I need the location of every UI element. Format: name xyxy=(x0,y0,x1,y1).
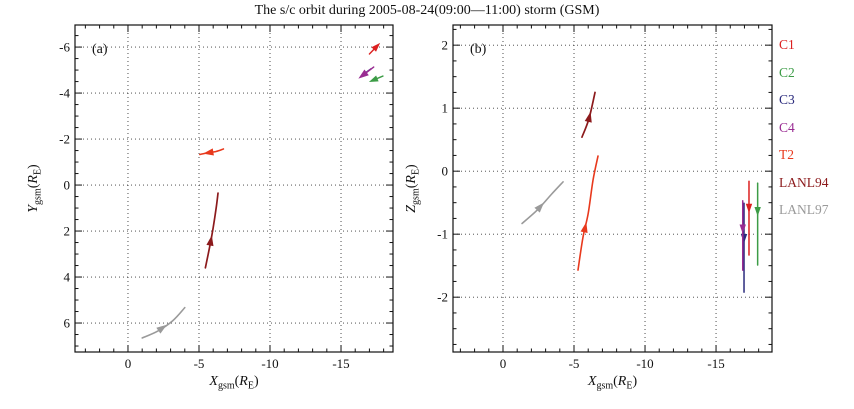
panel-b-ytick-label: -1 xyxy=(437,227,448,242)
panel-a-yaxis-label: Ygsm(RE) xyxy=(26,164,44,213)
panel-b-trace-lanl94 xyxy=(581,91,596,138)
panel-a-ytick-label: -4 xyxy=(59,86,70,101)
panel-a-xaxis-label: Xgsm(RE) xyxy=(208,374,259,392)
panel-b-xtick-label: 0 xyxy=(500,356,507,371)
panel-a-trace-t2-arrow xyxy=(203,148,214,156)
panel-a-trace-lanl94-arrow xyxy=(206,235,214,247)
figure-title: The s/c orbit during 2005-08-24(09:00—11… xyxy=(254,3,600,18)
panel-a-ytick-label: 0 xyxy=(64,178,71,193)
panel-a-border xyxy=(74,24,394,353)
panel-a-ytick-label: 6 xyxy=(64,316,71,331)
panel-b-trace-t2-arrow xyxy=(580,222,588,233)
panel-b-border xyxy=(452,24,773,353)
legend-item-lanl94: LANL94 xyxy=(779,174,829,190)
panel-a-grid xyxy=(75,25,393,352)
panel-b-ticks xyxy=(453,25,772,352)
panel-a-ytick-label: 2 xyxy=(64,224,71,239)
panel-b-trace-c3-arrow xyxy=(740,233,748,244)
panel-a-xtick-label: -15 xyxy=(332,356,349,371)
panel-b-trace-lanl94-arrow xyxy=(584,111,592,123)
legend-item-t2: T2 xyxy=(779,147,794,162)
panel-b-xtick-label: -10 xyxy=(636,356,653,371)
panel-b-ytick-label: 0 xyxy=(442,164,449,179)
panel-b-xtick-label: -5 xyxy=(569,356,580,371)
panel-a-xtick-label: 0 xyxy=(125,356,132,371)
legend-item-c3: C3 xyxy=(779,92,795,107)
panel-b-tick-labels: 0 -5 -10 -15 2 1 0 -1 -2 xyxy=(437,38,725,371)
panel-a-xtick-label: -10 xyxy=(261,356,278,371)
panel-a-ytick-label: -2 xyxy=(59,132,70,147)
legend-item-c2: C2 xyxy=(779,64,795,80)
panel-b-xtick-label: -15 xyxy=(707,356,724,371)
panel-a-tick-labels: 0 -5 -10 -15 -6 -4 -2 0 2 4 6 xyxy=(59,40,350,371)
panel-b-ytick-label: -2 xyxy=(437,290,448,305)
panel-b-label: (b) xyxy=(470,42,487,57)
panel-a-trace-c2-arrow xyxy=(368,75,379,82)
panel-b-yaxis-label: Zgsm(RE) xyxy=(404,164,422,213)
panel-b-grid xyxy=(453,25,772,352)
panel-b: 0 -5 -10 -15 2 1 0 -1 -2 Xgsm(RE) Zgsm(RE) (b) xyxy=(404,24,773,392)
legend-item-c1: C1 xyxy=(779,37,795,52)
panel-b-xaxis-label: Xgsm(RE) xyxy=(587,374,638,392)
panel-a-trace-lanl97-arrow xyxy=(156,324,167,334)
panel-b-trace-lanl97-arrow xyxy=(534,202,545,213)
panel-a-trace-lanl94 xyxy=(204,192,219,269)
panel-b-trace-lanl97 xyxy=(521,181,564,225)
panel-b-trace-c1-arrow xyxy=(745,203,753,213)
panel-a-trace-c4-arrow xyxy=(358,69,369,79)
panel-a: 0 -5 -10 -15 -6 -4 -2 0 2 4 6 Xgsm(RE) Ygsm(RE) (a) xyxy=(26,24,394,392)
panel-a-ytick-label: -6 xyxy=(59,40,70,55)
panel-a-trace-c1-arrow xyxy=(371,42,381,52)
panel-a-label: (a) xyxy=(92,42,108,57)
panel-b-ytick-label: 1 xyxy=(442,101,449,116)
panel-b-ytick-label: 2 xyxy=(442,38,449,53)
panel-a-ytick-label: 4 xyxy=(64,270,71,285)
panel-b-trace-c4-arrow xyxy=(739,224,746,234)
panel-a-ticks xyxy=(75,25,393,352)
panel-a-xtick-label: -5 xyxy=(194,356,205,371)
legend-item-lanl97: LANL97 xyxy=(779,202,829,217)
legend-item-c4: C4 xyxy=(779,119,795,135)
panel-b-trace-t2 xyxy=(577,155,599,271)
legend: C1 C2 C3 C4 T2 LANL94 LANL97 xyxy=(779,35,829,219)
panel-b-trace-c2-arrow xyxy=(754,206,761,217)
